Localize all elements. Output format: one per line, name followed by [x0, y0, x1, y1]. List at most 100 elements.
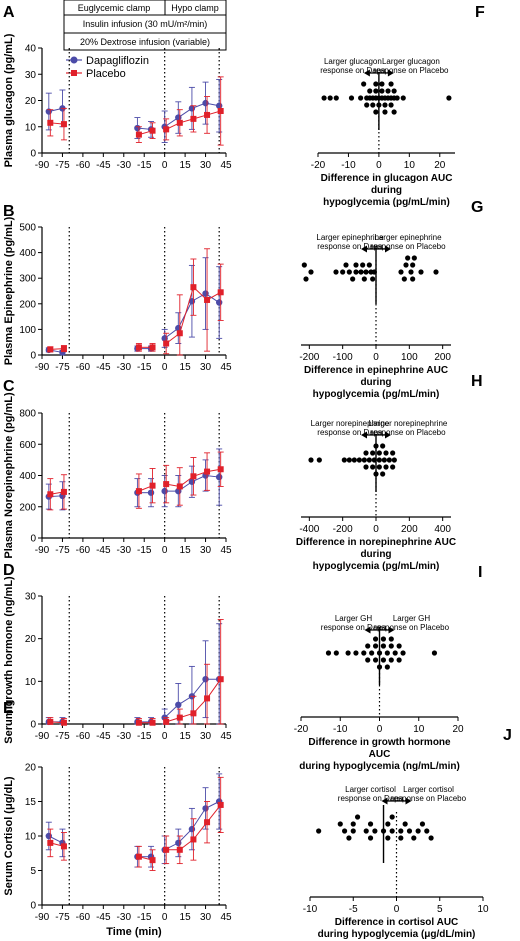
data-point [380, 643, 387, 649]
data-point [385, 835, 391, 841]
data-point [373, 88, 379, 94]
x-tick-label: -75 [55, 545, 70, 556]
data-point [333, 650, 339, 656]
x-tick-label: 200 [434, 352, 451, 363]
data-point [388, 636, 394, 642]
left-annotation-line: Larger norepinephrine [311, 419, 390, 428]
data-point [176, 714, 183, 721]
dapa-series [45, 773, 223, 868]
x-tick-label: 15 [180, 362, 192, 373]
y-tick-label: 15 [25, 797, 37, 808]
x-tick-label: -15 [137, 362, 152, 373]
x-tick-label: -75 [55, 160, 70, 171]
x-tick-label: -10 [333, 724, 348, 735]
data-point [363, 464, 369, 470]
data-point [398, 269, 404, 275]
data-point [382, 102, 388, 108]
panel-g: G -200 -100 0 100 200 Larger epinephrine respon… [299, 199, 483, 400]
data-point [149, 127, 156, 134]
data-point [400, 650, 406, 656]
data-point [163, 481, 170, 488]
data-point [149, 857, 156, 864]
protocol-header: Euglycemic clamp Hypo clamp Insulin infu… [63, 0, 227, 51]
y-tick-label: 20 [25, 96, 37, 107]
data-point [398, 835, 404, 841]
x-tick-label: 45 [220, 545, 232, 556]
data-point [202, 676, 209, 683]
x-tick-label: 10 [404, 160, 416, 171]
data-point [389, 828, 395, 834]
data-point [370, 276, 376, 282]
dextrose-label: 20% Dextrose infusion (variable) [80, 37, 210, 47]
x-tick-label: 30 [200, 731, 212, 742]
y-tick-label: 10 [25, 122, 37, 133]
data-point [360, 262, 366, 268]
data-point [345, 650, 351, 656]
right-annotation-line: Larger norepinephrine [369, 419, 448, 428]
data-point [176, 846, 183, 853]
hypo-label: Hypo clamp [171, 3, 219, 13]
left-annotation-line: Larger epinephrine [316, 233, 384, 242]
y-tick-label: 0 [30, 534, 36, 545]
data-point [356, 457, 362, 463]
data-point [47, 491, 54, 498]
data-point [391, 88, 397, 94]
data-point [380, 657, 387, 663]
data-point [388, 657, 394, 663]
x-tick-label: 200 [401, 524, 418, 535]
placebo-series [47, 451, 224, 511]
data-point [333, 269, 339, 275]
x-axis-label: Difference in growth hormone AUC during hy… [299, 737, 460, 772]
panel-letter: G [471, 199, 483, 216]
right-annotation: Larger norepinephrine response on Placebo [369, 419, 448, 437]
x-tick-label: 45 [220, 731, 232, 742]
right-annotation-line: Larger glucagon [382, 57, 440, 66]
arrow-head-left [364, 626, 371, 634]
data-point [147, 489, 155, 496]
data-point [340, 269, 346, 275]
x-tick-label: 0 [162, 362, 168, 373]
data-point [327, 95, 333, 101]
x-tick-label: -45 [96, 912, 111, 923]
data-point [380, 471, 386, 477]
x-axis-label-line: hypoglycemia (pg/mL/min) [313, 389, 440, 400]
data-point [47, 839, 54, 846]
x-tick-label: -20 [311, 160, 326, 171]
data-point [370, 450, 376, 456]
x-tick-label: 20 [434, 160, 446, 171]
y-tick-label: 30 [25, 592, 37, 603]
legend-placebo-marker [71, 70, 77, 76]
data-point [433, 269, 439, 275]
data-point [410, 276, 416, 282]
data-point [60, 121, 67, 128]
data-point [321, 95, 327, 101]
data-point [353, 269, 359, 275]
x-tick-label: -45 [96, 362, 111, 373]
x-tick-label: -45 [96, 545, 111, 556]
x-tick-label: 45 [220, 160, 232, 171]
x-tick-label: -90 [35, 160, 50, 171]
data-point [60, 488, 67, 495]
data-point [149, 719, 156, 726]
data-point [217, 108, 224, 114]
left-annotation: Larger GH response on Dapa [321, 614, 387, 632]
y-tick-label: 0 [30, 720, 36, 731]
x-axis-label-line: during hypoglycemia (μg/dL/min) [318, 929, 476, 940]
y-tick-label: 400 [19, 471, 36, 482]
dextrose-box [63, 32, 227, 51]
data-point [204, 819, 211, 826]
y-tick-label: 800 [19, 409, 36, 420]
arrow-head-right [405, 797, 412, 805]
data-point [372, 828, 378, 834]
data-point [408, 269, 414, 275]
data-point [343, 262, 349, 268]
x-tick-label: 15 [180, 160, 192, 171]
data-point [353, 262, 359, 268]
data-point [361, 650, 367, 656]
x-tick-label: -60 [76, 731, 91, 742]
data-point [163, 718, 170, 725]
data-point [371, 457, 377, 463]
right-annotation-line: response on Placebo [374, 623, 450, 632]
left-annotation-line: Larger glucagon [324, 57, 382, 66]
insulin-label: Insulin infusion (30 mU/m²/min) [83, 19, 208, 29]
